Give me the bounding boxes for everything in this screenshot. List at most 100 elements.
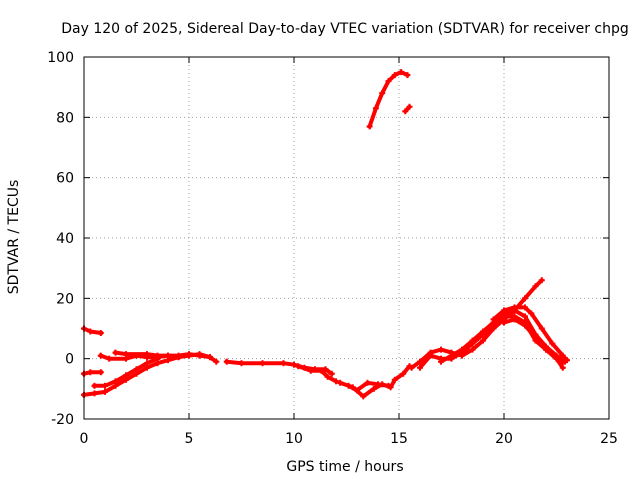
- data-point: [511, 304, 518, 311]
- data-point: [186, 351, 192, 358]
- plot-frame: [83, 56, 610, 420]
- x-axis-title: GPS time / hours: [286, 459, 403, 475]
- data-point: [360, 393, 367, 400]
- data-point: [448, 352, 455, 359]
- data-point: [379, 90, 386, 97]
- y-tick-label: 80: [56, 110, 74, 126]
- data-point: [559, 352, 566, 359]
- data-point: [417, 358, 423, 365]
- data-point: [102, 388, 108, 395]
- data-point: [549, 340, 556, 347]
- data-point: [375, 381, 381, 388]
- data-point: [87, 328, 94, 335]
- data-point: [259, 360, 266, 367]
- data-point: [501, 319, 507, 326]
- data-point: [372, 105, 379, 112]
- data-point: [133, 366, 140, 373]
- data-point: [291, 361, 297, 368]
- data-point: [438, 358, 444, 365]
- x-tick-label: 5: [185, 431, 194, 447]
- data-point: [97, 369, 104, 376]
- data-point: [480, 328, 486, 335]
- y-tick-label: 100: [47, 50, 74, 66]
- data-point: [154, 352, 161, 359]
- data-point: [112, 378, 119, 385]
- data-point: [543, 346, 549, 353]
- data-point: [97, 330, 104, 337]
- data-point: [532, 334, 539, 341]
- y-tick-label: -20: [51, 412, 74, 428]
- data-point: [280, 360, 287, 367]
- data-point: [364, 379, 371, 386]
- data-point: [144, 351, 150, 358]
- x-tick-label: 0: [80, 431, 89, 447]
- data-point: [469, 337, 476, 344]
- data-point: [406, 103, 413, 110]
- data-point: [196, 352, 203, 359]
- data-point: [522, 313, 528, 320]
- data-point: [307, 367, 314, 374]
- y-axis-title: SDTVAR / TECUs: [6, 180, 22, 295]
- data-point: [480, 337, 486, 344]
- data-point: [97, 352, 104, 359]
- data-point: [322, 366, 329, 373]
- data-point: [532, 283, 539, 290]
- y-tick-label: 60: [56, 171, 74, 187]
- data-point: [501, 307, 507, 314]
- data-point: [337, 379, 344, 386]
- data-point: [553, 355, 560, 362]
- data-point: [438, 346, 444, 353]
- x-tick-label: 20: [495, 431, 513, 447]
- data-point: [370, 385, 377, 392]
- x-tick-label: 25: [600, 431, 618, 447]
- data-point: [144, 360, 150, 367]
- data-point: [165, 352, 171, 359]
- data-point: [459, 346, 465, 353]
- data-point: [427, 352, 434, 359]
- data-point: [91, 382, 98, 389]
- data-series: [81, 69, 570, 400]
- data-point: [522, 322, 528, 329]
- data-point: [223, 358, 230, 365]
- data-point: [318, 367, 325, 374]
- data-point: [238, 360, 245, 367]
- data-point: [295, 363, 302, 370]
- data-point: [354, 387, 360, 394]
- data-point: [538, 277, 545, 284]
- data-point: [400, 370, 407, 377]
- data-point: [102, 382, 108, 389]
- data-point: [366, 123, 373, 130]
- data-point: [564, 357, 570, 364]
- data-point: [522, 295, 528, 302]
- data-point: [511, 316, 518, 323]
- data-point: [333, 378, 339, 385]
- data-point: [385, 78, 392, 85]
- data-point: [417, 364, 423, 371]
- x-tick-label: 15: [390, 431, 408, 447]
- y-tick-label: 0: [65, 352, 74, 368]
- y-tick-label: 20: [56, 291, 74, 307]
- data-point: [490, 316, 497, 323]
- y-tick-label: 40: [56, 231, 74, 247]
- data-point: [522, 304, 528, 311]
- axis-ticks: 0 5 10 15 20 25 -20 0 20 40 60 80 100: [47, 50, 618, 447]
- data-point: [528, 310, 535, 317]
- data-point: [402, 108, 409, 115]
- data-point: [106, 355, 113, 362]
- data-point: [404, 72, 411, 79]
- chart-title: Day 120 of 2025, Sidereal Day-to-day VTE…: [61, 21, 629, 37]
- data-point: [385, 382, 392, 389]
- x-tick-label: 10: [285, 431, 303, 447]
- data-point: [538, 325, 545, 332]
- data-point: [391, 72, 398, 79]
- data-point: [123, 351, 129, 358]
- data-point: [408, 364, 415, 371]
- data-point: [112, 349, 119, 356]
- data-point: [398, 69, 405, 76]
- data-point: [91, 390, 98, 397]
- data-point: [328, 370, 335, 377]
- data-point: [345, 382, 352, 389]
- data-point: [123, 372, 129, 379]
- data-point: [324, 373, 331, 380]
